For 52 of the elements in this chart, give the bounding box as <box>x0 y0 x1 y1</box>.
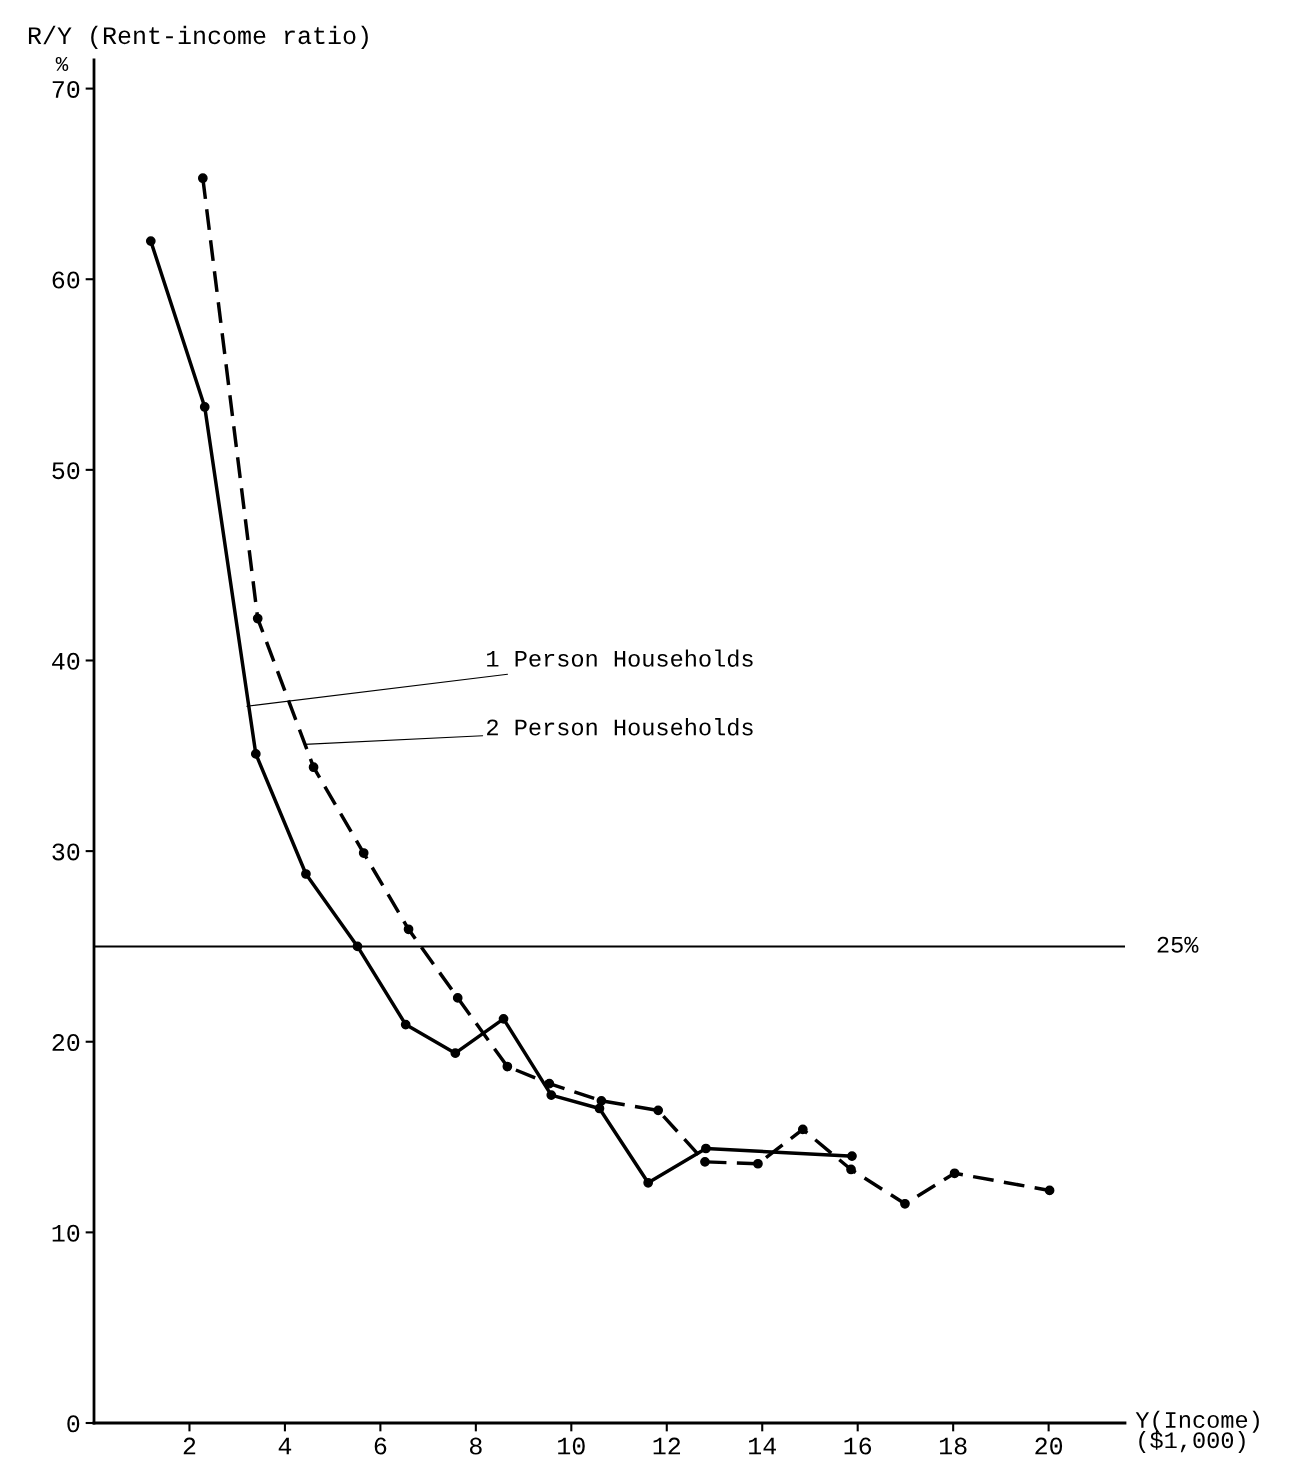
x-tick-label: 18 <box>939 1437 967 1455</box>
point <box>900 1198 910 1209</box>
point <box>700 1156 710 1167</box>
point <box>643 1177 654 1188</box>
y-tick-label: 30 <box>52 843 80 861</box>
point <box>452 993 463 1003</box>
x-axis-title: Y(Income) ($1,000) <box>1135 1410 1259 1453</box>
point <box>252 613 263 624</box>
annotation: 1 Person Households <box>487 649 753 667</box>
y-tick-label: 0 <box>67 1415 80 1433</box>
text: % <box>55 56 69 71</box>
x-tick-label: 10 <box>558 1437 585 1455</box>
x-tick-label: 16 <box>844 1437 872 1455</box>
x-tick-label: 12 <box>653 1437 681 1455</box>
y-tick-label: 70 <box>52 80 80 98</box>
point <box>546 1090 557 1100</box>
ref-line-label: 25% <box>1157 936 1199 953</box>
point <box>596 1095 607 1106</box>
point <box>846 1164 856 1175</box>
y-tick-label: 10 <box>52 1224 80 1242</box>
point <box>847 1151 857 1161</box>
point <box>400 1019 411 1030</box>
point <box>301 869 311 879</box>
x-tick-label: 6 <box>374 1437 387 1455</box>
annotation: 2 Person Households <box>487 718 753 736</box>
point <box>308 762 319 773</box>
point <box>949 1168 960 1179</box>
point <box>544 1078 555 1089</box>
y-tick-label: 50 <box>52 462 80 480</box>
x-tick-label: 8 <box>469 1437 482 1455</box>
point <box>450 1048 461 1059</box>
x-tick-label: 2 <box>183 1437 196 1455</box>
point <box>199 402 210 412</box>
point <box>653 1105 664 1116</box>
y-tick-label: 20 <box>52 1034 80 1052</box>
point <box>753 1158 763 1169</box>
x-tick-label: 14 <box>749 1437 776 1455</box>
point <box>145 236 156 246</box>
x-tick-label: 4 <box>278 1437 292 1455</box>
y-axis-title: R/Y (Rent-income ratio) <box>28 25 368 50</box>
point <box>403 924 414 935</box>
y-tick-label: 40 <box>52 652 80 670</box>
x-tick-label: 20 <box>1035 1437 1063 1455</box>
point <box>358 848 369 858</box>
point <box>197 173 208 184</box>
point <box>1044 1185 1055 1196</box>
point <box>250 749 261 759</box>
point <box>498 1014 509 1024</box>
point <box>502 1061 513 1072</box>
point <box>701 1143 711 1154</box>
point <box>797 1124 808 1135</box>
y-tick-label: 60 <box>52 271 80 289</box>
